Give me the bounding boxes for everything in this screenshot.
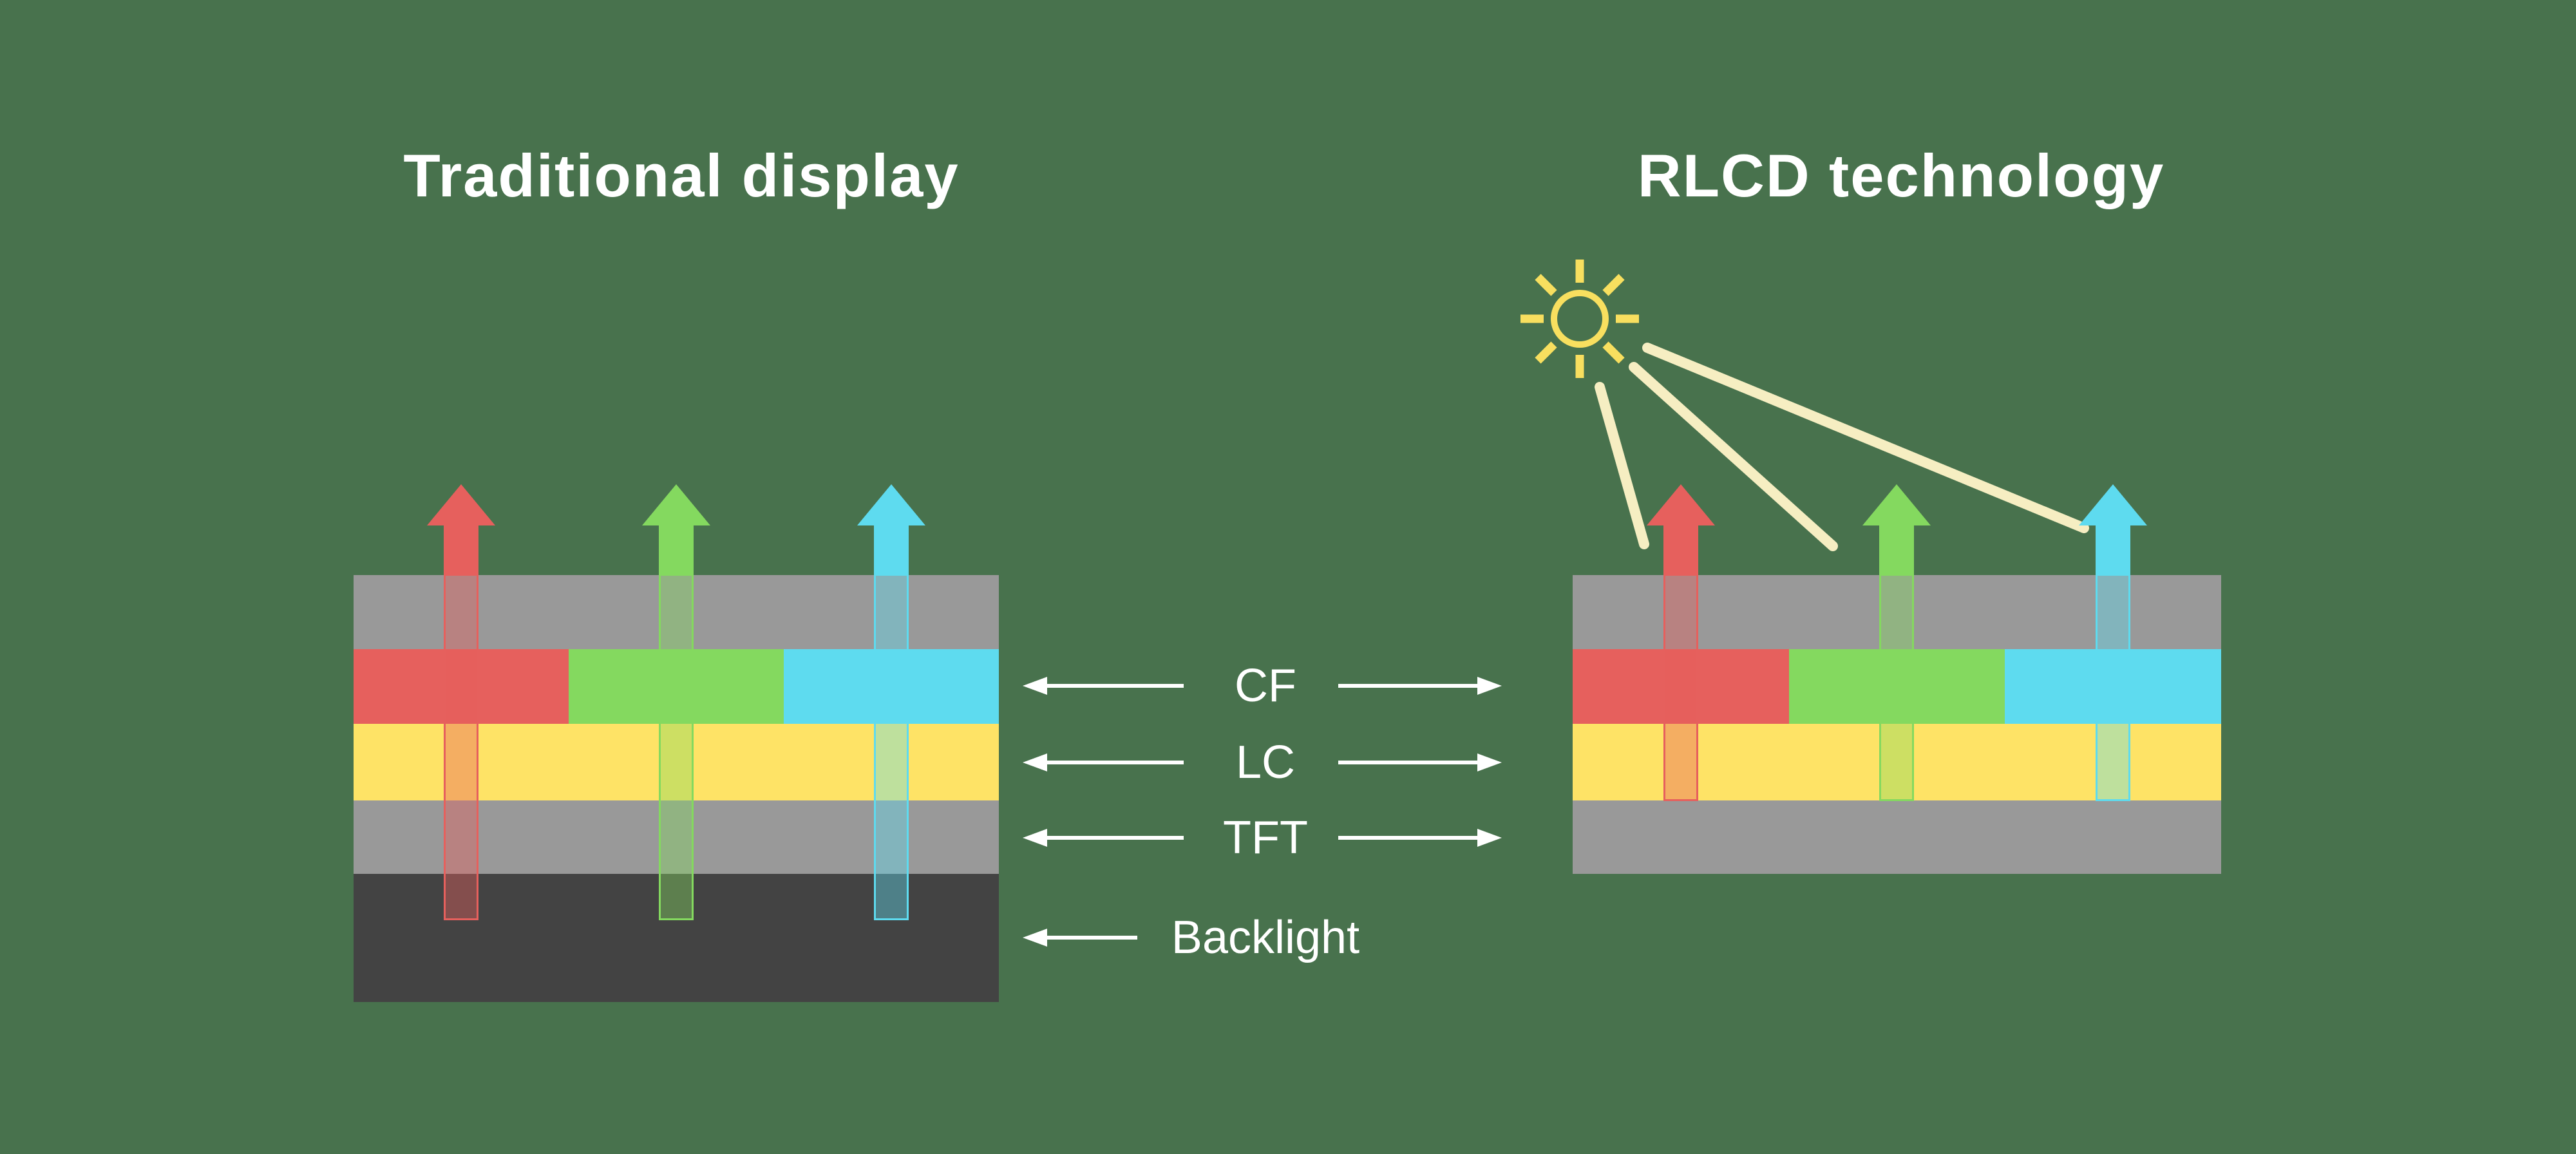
- layer-pointer-arrow-right-cf: [1337, 677, 1502, 695]
- liquid-crystal-layer: [354, 724, 999, 800]
- arrow-stem-through-layers: [2096, 576, 2130, 801]
- cf-blue-segment: [784, 649, 999, 724]
- cf-red-segment: [354, 649, 569, 724]
- arrowhead-right-icon: [1477, 753, 1502, 771]
- rlcd-stack: [1573, 575, 2221, 874]
- layer-pointer-arrow-left-backlight: [1023, 929, 1139, 947]
- arrow-head: [857, 484, 925, 525]
- glass-layer: [1573, 575, 2221, 649]
- layer-pointer-arrow-left-tft: [1023, 829, 1185, 847]
- cf-green-segment: [569, 649, 784, 724]
- arrow-line: [1041, 761, 1184, 764]
- arrow-head: [2079, 484, 2147, 525]
- arrow-line: [1041, 836, 1184, 840]
- arrow-stem-through-layers: [1663, 576, 1698, 801]
- backlight-layer: [354, 874, 999, 1002]
- title-traditional-display: Traditional display: [403, 142, 960, 209]
- layer-pointer-arrow-left-cf: [1023, 677, 1185, 695]
- light-emission-arrow-blue: [2079, 484, 2147, 801]
- arrow-stem: [874, 525, 909, 576]
- arrow-stem: [1879, 525, 1914, 576]
- tft-layer: [354, 800, 999, 874]
- arrow-stem: [444, 525, 478, 576]
- layer-pointer-arrow-right-tft: [1337, 829, 1502, 847]
- light-emission-arrow-green: [642, 484, 710, 920]
- arrow-head: [1862, 484, 1931, 525]
- arrow-line: [1338, 836, 1484, 840]
- cf-green-segment: [1789, 649, 2005, 724]
- sun-icon: [1520, 260, 1639, 378]
- arrowhead-right-icon: [1477, 677, 1502, 695]
- arrow-line: [1041, 684, 1184, 688]
- arrow-stem: [2096, 525, 2130, 576]
- glass-layer: [354, 575, 999, 649]
- color-filter-layer: [1573, 649, 2221, 724]
- arrow-line: [1338, 761, 1484, 764]
- light-emission-arrow-red: [1647, 484, 1715, 801]
- arrow-stem-through-layers: [659, 576, 694, 920]
- light-emission-arrow-red: [427, 484, 495, 920]
- arrow-stem-through-layers: [1879, 576, 1914, 801]
- layer-pointer-arrow-right-lc: [1337, 753, 1502, 771]
- layer-label-tft: TFT: [1223, 812, 1308, 864]
- liquid-crystal-layer: [1573, 724, 2221, 800]
- layer-pointer-arrow-left-lc: [1023, 753, 1185, 771]
- arrow-head: [427, 484, 495, 525]
- traditional-display-stack: [354, 575, 999, 1002]
- light-emission-arrow-green: [1862, 484, 1931, 801]
- arrowhead-right-icon: [1477, 829, 1502, 847]
- tft-layer: [1573, 800, 2221, 874]
- cf-red-segment: [1573, 649, 1789, 724]
- arrow-stem-through-layers: [444, 576, 478, 920]
- arrow-stem: [1663, 525, 1698, 576]
- light-emission-arrow-blue: [857, 484, 925, 920]
- layer-label-backlight: Backlight: [1171, 912, 1360, 963]
- arrow-line: [1338, 684, 1484, 688]
- title-rlcd-technology: RLCD technology: [1637, 142, 2165, 209]
- cf-blue-segment: [2005, 649, 2221, 724]
- layer-label-lc: LC: [1235, 737, 1296, 788]
- arrow-line: [1041, 936, 1137, 940]
- layer-label-cf: CF: [1235, 660, 1296, 712]
- arrow-stem: [659, 525, 694, 576]
- sunlight-beam: [1595, 382, 1649, 549]
- arrow-head: [642, 484, 710, 525]
- color-filter-layer: [354, 649, 999, 724]
- arrow-head: [1647, 484, 1715, 525]
- arrow-stem-through-layers: [874, 576, 909, 920]
